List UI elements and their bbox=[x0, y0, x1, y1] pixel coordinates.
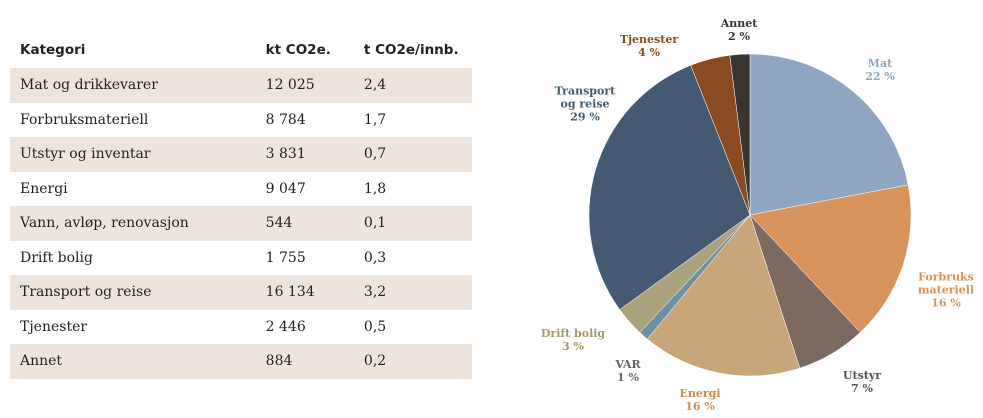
table-cell: Tjenester bbox=[20, 318, 88, 335]
value-label: 4 % bbox=[638, 46, 660, 59]
table-cell: Mat og drikkevarer bbox=[20, 77, 158, 94]
slice-label: Mat 22 % bbox=[865, 57, 895, 83]
table-cell: 544 bbox=[265, 215, 293, 232]
table-cell: 9 047 bbox=[265, 180, 306, 197]
value-label: 3 % bbox=[562, 340, 584, 353]
pie-slice bbox=[729, 53, 751, 216]
table-row: Forbruksmateriell 8 784 1,7 bbox=[10, 103, 472, 138]
header-row: Kategori kt CO2e. t CO2e/innb. bbox=[10, 32, 472, 68]
slice-label: VAR 1 % bbox=[615, 358, 640, 384]
table-cell: 16 134 bbox=[265, 284, 315, 301]
table-cell: Utstyr og inventar bbox=[20, 146, 151, 163]
table-row: Mat og drikkevarer 12 025 2,4 bbox=[10, 68, 472, 103]
table-cell: 3,2 bbox=[363, 284, 387, 301]
table-cell: 0,7 bbox=[363, 146, 387, 163]
table-cell: 884 bbox=[265, 353, 293, 370]
table-row: Drift bolig 1 755 0,3 bbox=[10, 241, 472, 276]
pie-slice bbox=[749, 53, 909, 216]
table-cell: 12 025 bbox=[265, 77, 315, 94]
pie-slice bbox=[588, 64, 751, 310]
header-cell: kt CO2e. bbox=[265, 42, 331, 58]
table-cell: 2,4 bbox=[363, 77, 387, 94]
table-cell: Energi bbox=[20, 180, 68, 197]
header-cell: Kategori bbox=[20, 42, 86, 58]
category-label: Transport og reise bbox=[554, 84, 616, 111]
table-cell: 2 446 bbox=[265, 318, 306, 335]
table-cell: Forbruksmateriell bbox=[20, 111, 149, 128]
header-cell: t CO2e/innb. bbox=[363, 42, 459, 58]
value-label: 1 % bbox=[617, 371, 639, 384]
table-cell: 1 755 bbox=[265, 249, 306, 266]
table-cell: Transport og reise bbox=[20, 284, 152, 301]
category-label: Mat bbox=[867, 57, 893, 70]
category-label: Annet bbox=[720, 17, 758, 30]
table-cell: 0,3 bbox=[363, 249, 387, 266]
category-label: VAR bbox=[615, 358, 641, 371]
value-label: 7 % bbox=[851, 382, 873, 395]
table-cell: 1,7 bbox=[363, 111, 387, 128]
table-row: Tjenester 2 446 0,5 bbox=[10, 310, 472, 345]
value-label: 22 % bbox=[865, 70, 895, 83]
table-cell: 8 784 bbox=[265, 111, 306, 128]
table-cell: 3 831 bbox=[265, 146, 306, 163]
table-cell: 1,8 bbox=[363, 180, 387, 197]
category-label: Energi bbox=[679, 387, 721, 400]
table-row: Energi 9 047 1,8 bbox=[10, 172, 472, 207]
slice-label: Utstyr 7 % bbox=[843, 369, 881, 395]
table-cell: 0,2 bbox=[363, 353, 387, 370]
table-row: Utstyr og inventar 3 831 0,7 bbox=[10, 137, 472, 172]
table-row: Vann, avløp, renovasjon 544 0,1 bbox=[10, 206, 472, 241]
category-label: Tjenester bbox=[619, 33, 679, 46]
category-label: Utstyr bbox=[842, 369, 882, 382]
value-label: 16 % bbox=[931, 296, 961, 310]
table-cell: Vann, avløp, renovasjon bbox=[20, 215, 189, 232]
table-cell: 0,5 bbox=[363, 318, 387, 335]
slice-label: Forbruks materiell 16 % bbox=[918, 271, 974, 310]
category-label: Forbruks materiell bbox=[917, 270, 975, 297]
slice-label: Tjenester 4 % bbox=[620, 33, 678, 59]
category-label: Drift bolig bbox=[540, 327, 606, 340]
table-row: Transport og reise 16 134 3,2 bbox=[10, 275, 472, 310]
pie-slice bbox=[749, 184, 912, 333]
table-row: Annet 884 0,2 bbox=[10, 344, 472, 379]
pie-slice bbox=[647, 214, 801, 377]
slice-label: Energi 16 % bbox=[679, 387, 720, 413]
table: Kategori kt CO2e. t CO2e/innb. Mat og dr… bbox=[10, 32, 472, 379]
value-label: 16 % bbox=[685, 400, 715, 413]
slice-label: Annet 2 % bbox=[721, 17, 758, 43]
value-label: 2 % bbox=[728, 30, 750, 43]
table-cell: Annet bbox=[20, 353, 63, 370]
table-cell: 0,1 bbox=[363, 215, 387, 232]
slice-label: Drift bolig 3 % bbox=[541, 327, 605, 353]
slice-label: Transport og reise 29 % bbox=[555, 85, 615, 124]
value-label: 29 % bbox=[570, 110, 600, 124]
table-cell: Drift bolig bbox=[20, 249, 93, 266]
